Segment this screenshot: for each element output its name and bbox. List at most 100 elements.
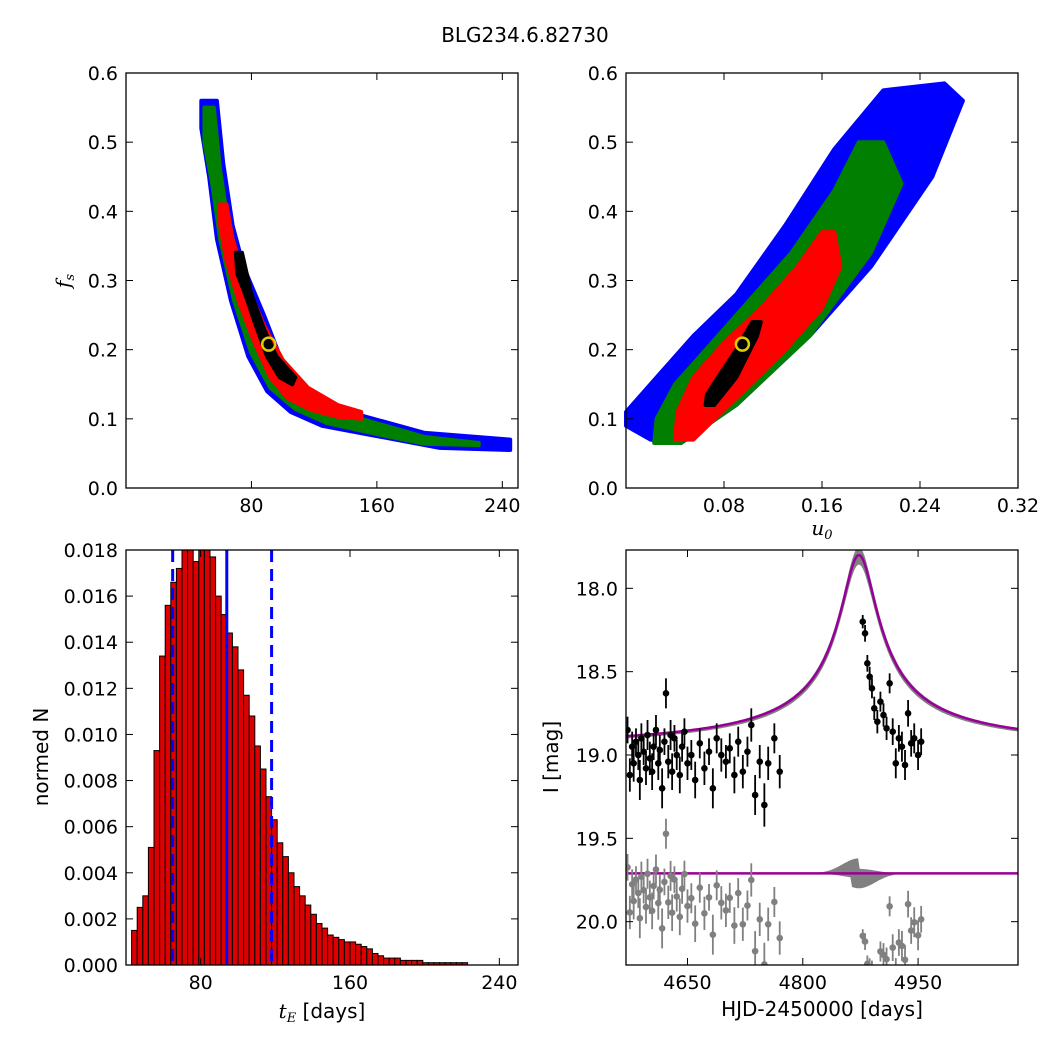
data-point [718, 751, 725, 759]
data-point [739, 768, 747, 775]
residual-point [673, 893, 681, 900]
residual-point [626, 864, 631, 871]
data-point [771, 735, 778, 742]
residual-point [661, 878, 668, 886]
data-point [874, 718, 881, 725]
residual-point [634, 889, 642, 897]
y-tick-label: 0.016 [64, 586, 118, 608]
plot-area [131, 549, 469, 966]
residual-point [869, 964, 871, 965]
histogram-bar [399, 959, 407, 966]
x-tick-label: 240 [481, 972, 517, 994]
histogram-bar [153, 750, 161, 966]
y-tick-label: 0.018 [64, 540, 118, 562]
data-point [688, 751, 695, 759]
residual-point [731, 922, 738, 929]
histogram-bar [394, 957, 401, 966]
residual-point [688, 894, 695, 902]
histogram-bar [310, 913, 317, 966]
histogram-bar [170, 581, 177, 966]
data-point [650, 743, 657, 750]
residual-point [705, 894, 713, 901]
y-tick-label: 19.0 [576, 745, 618, 767]
x-tick-label: 160 [332, 972, 368, 994]
data-point [652, 726, 660, 734]
data-point [664, 758, 672, 765]
residual-point [668, 909, 676, 916]
residual-point [709, 931, 717, 938]
data-point [731, 771, 738, 779]
data-point [914, 751, 922, 759]
residual-point [656, 886, 664, 894]
y-tick-label: 0.3 [588, 271, 618, 293]
data-point [880, 711, 887, 719]
histogram-bar [321, 927, 329, 966]
y-tick-label: 0.6 [88, 63, 118, 85]
data-point [901, 761, 909, 769]
y-tick-label: 0.004 [64, 863, 118, 885]
data-point [684, 760, 691, 767]
histogram-bar [209, 556, 217, 966]
histogram-bar [343, 941, 351, 966]
histogram-bar [159, 655, 166, 966]
data-point [630, 760, 637, 767]
data-point [709, 785, 717, 792]
residual-point [701, 910, 708, 917]
data-point [864, 660, 871, 667]
residual-point [907, 927, 915, 934]
data-point [671, 735, 678, 742]
axis-ticks: 0.08 0.16 0.24 0.32 0.0 0.1 0.2 0.3 0.4 0.5 0.6 [588, 63, 1039, 517]
y-tick-label: 0.002 [64, 909, 118, 931]
y-tick-label: 0.1 [588, 409, 618, 431]
best-fit-marker [734, 336, 751, 352]
x-tick-label: 0.16 [801, 495, 843, 517]
histogram-bar [181, 549, 189, 966]
y-tick-label: 0.5 [588, 132, 618, 154]
data-point [895, 735, 903, 742]
residual-point [626, 909, 634, 916]
residual-point [662, 830, 670, 838]
plot-content [626, 550, 1018, 974]
residual-point [691, 920, 699, 928]
data-point [662, 690, 670, 697]
x-tick-label: 80 [189, 972, 213, 994]
residual-point [917, 915, 925, 923]
residual-point [883, 955, 890, 963]
data-point [648, 768, 656, 775]
data-point [658, 785, 666, 792]
data-point [726, 745, 734, 752]
y-tick-label: 0.4 [88, 201, 118, 223]
data-point [636, 776, 644, 784]
histogram-bar [416, 959, 424, 966]
data-point [644, 731, 651, 739]
data-point [661, 738, 668, 745]
data-point [883, 725, 890, 732]
best-fit-marker [260, 336, 277, 352]
data-point [877, 698, 884, 705]
data-point [910, 735, 918, 742]
x-tick-label: 0.24 [899, 495, 941, 517]
residual-point [869, 967, 876, 974]
model-uncertainty-band [626, 550, 1018, 739]
plot-area [624, 81, 965, 445]
residual-point [664, 899, 672, 906]
y-tick-label: 0.4 [588, 201, 618, 223]
x-tick-label: 0.32 [997, 495, 1039, 517]
x-tick-label: 240 [484, 495, 520, 517]
data-point [722, 758, 730, 765]
histogram-bar [231, 646, 239, 966]
residual-point [630, 897, 637, 905]
data-point [713, 735, 720, 742]
data-point [776, 768, 784, 775]
histogram-bar [355, 943, 362, 966]
histogram-bar [237, 669, 245, 966]
panel-te-histogram: 80 160 240 0.000 0.002 0.004 0.006 0.008 0.010 0.… [29, 540, 519, 1026]
histogram-bar [243, 694, 250, 966]
x-axis-label: tE [days] [279, 999, 366, 1026]
residual-point [739, 920, 747, 928]
residual-point [713, 882, 720, 889]
data-point [751, 791, 759, 799]
x-tick-label: 0.08 [703, 495, 745, 517]
data-point [889, 728, 897, 735]
